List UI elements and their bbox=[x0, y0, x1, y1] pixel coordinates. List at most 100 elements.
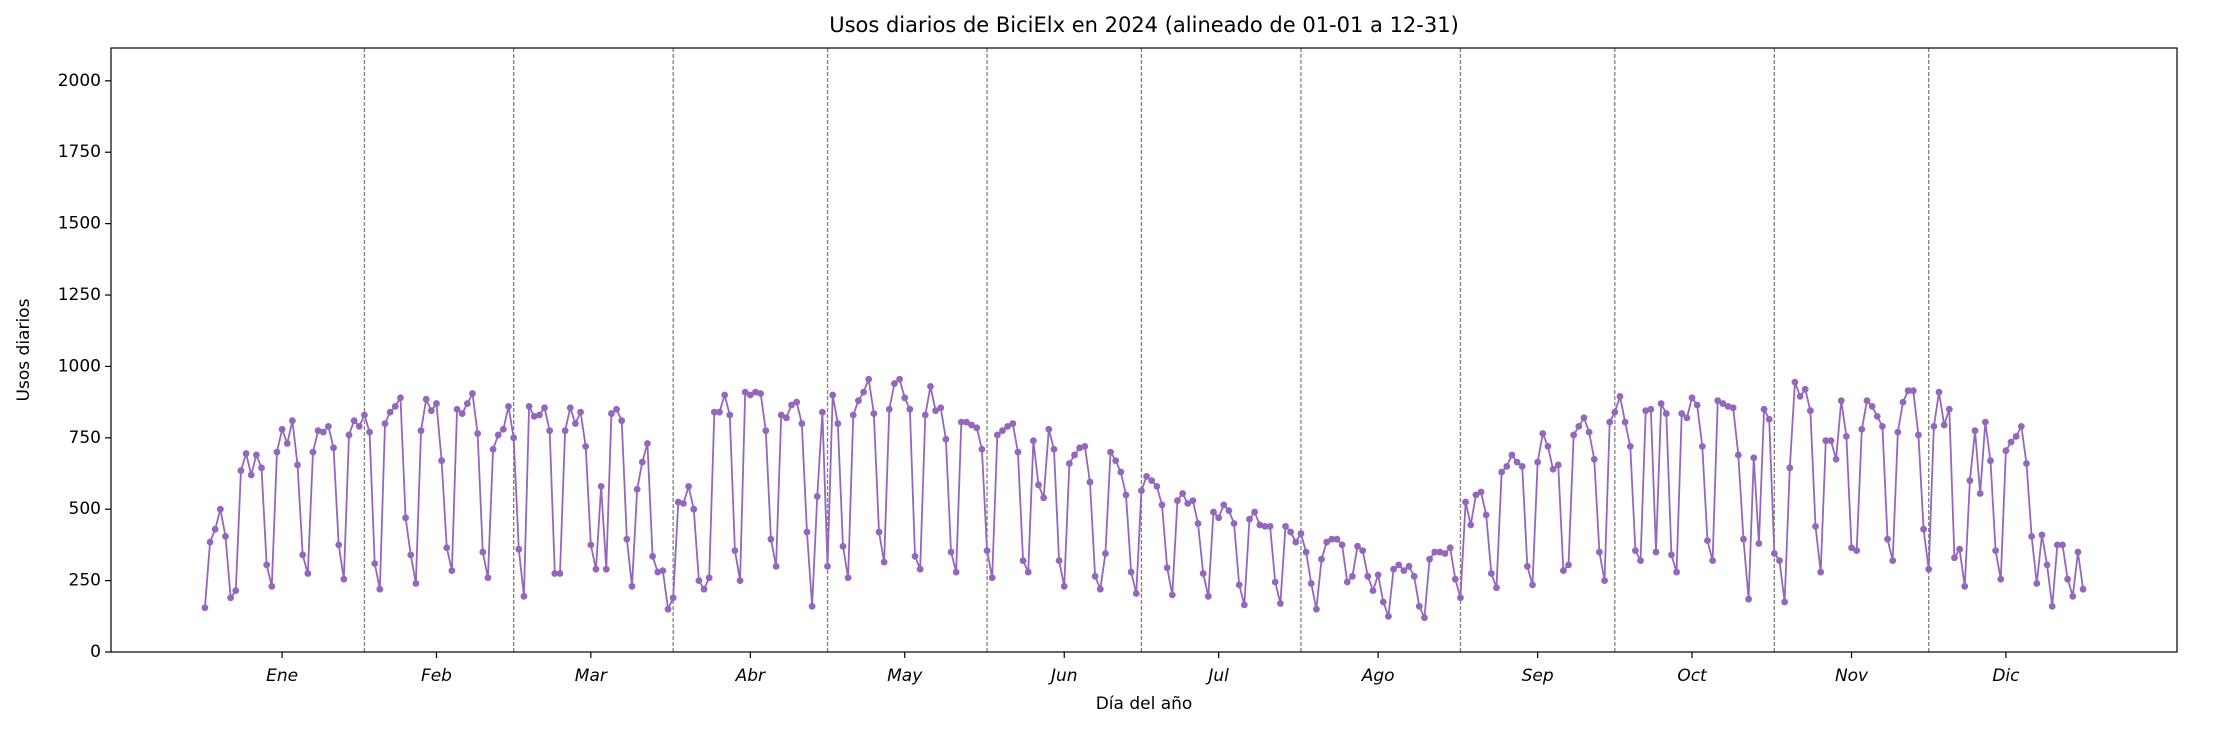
data-point bbox=[1842, 432, 1850, 440]
data-point bbox=[1333, 535, 1341, 543]
data-point bbox=[402, 514, 409, 522]
data-point bbox=[340, 575, 348, 583]
data-point bbox=[1457, 594, 1464, 602]
data-point bbox=[1863, 397, 1871, 405]
data-point bbox=[654, 568, 662, 576]
x-tick-label: Dic bbox=[1992, 666, 2020, 686]
data-point bbox=[1174, 497, 1181, 505]
data-point bbox=[649, 552, 656, 560]
data-point bbox=[556, 570, 564, 577]
x-tick-label: Jun bbox=[1048, 666, 1078, 686]
data-point bbox=[350, 417, 358, 425]
data-point bbox=[1096, 585, 1104, 593]
data-point bbox=[608, 410, 615, 417]
data-point bbox=[541, 404, 548, 412]
data-point bbox=[535, 411, 543, 419]
data-point bbox=[1709, 557, 1717, 565]
data-point bbox=[1817, 568, 1825, 576]
data-point bbox=[710, 408, 718, 416]
data-point bbox=[1642, 407, 1650, 415]
data-point bbox=[1446, 544, 1454, 552]
data-point bbox=[1992, 547, 2000, 555]
data-point bbox=[1837, 397, 1845, 405]
data-point bbox=[1122, 491, 1130, 499]
data-point bbox=[288, 417, 296, 425]
data-point bbox=[577, 408, 584, 416]
data-point bbox=[1770, 550, 1778, 557]
data-point bbox=[1693, 401, 1701, 409]
data-point bbox=[1729, 404, 1737, 412]
data-point bbox=[273, 448, 281, 456]
data-point bbox=[1981, 418, 1989, 426]
data-point bbox=[227, 594, 235, 602]
data-point bbox=[1529, 581, 1536, 589]
data-point bbox=[1801, 385, 1809, 393]
data-point bbox=[263, 561, 271, 569]
data-point bbox=[237, 467, 245, 475]
data-point bbox=[680, 500, 687, 507]
data-point bbox=[1256, 521, 1264, 529]
data-point bbox=[1632, 547, 1639, 555]
data-point bbox=[1292, 538, 1300, 546]
data-point bbox=[546, 427, 554, 435]
data-point bbox=[1868, 403, 1876, 410]
data-point bbox=[638, 458, 646, 466]
data-point bbox=[1559, 567, 1567, 575]
data-point bbox=[582, 442, 590, 450]
data-point bbox=[520, 592, 528, 600]
data-point bbox=[963, 418, 970, 426]
data-point bbox=[1081, 442, 1089, 450]
data-point bbox=[1899, 398, 1907, 406]
data-point bbox=[1343, 578, 1351, 586]
data-point bbox=[1385, 612, 1392, 620]
data-point bbox=[818, 408, 826, 416]
data-point bbox=[1719, 400, 1727, 407]
y-tick-label: 1250 bbox=[58, 285, 101, 305]
data-point bbox=[355, 422, 363, 430]
data-point bbox=[1724, 403, 1732, 410]
data-point bbox=[1359, 547, 1367, 555]
data-point bbox=[1668, 551, 1675, 559]
data-point bbox=[1791, 378, 1799, 386]
data-point bbox=[366, 428, 373, 436]
data-point bbox=[1029, 437, 1037, 445]
data-point bbox=[1662, 410, 1670, 417]
data-point bbox=[957, 418, 965, 426]
data-point bbox=[1590, 455, 1598, 463]
data-point bbox=[2059, 541, 2066, 549]
data-point bbox=[1261, 522, 1269, 530]
data-point bbox=[443, 544, 451, 552]
data-point bbox=[1498, 468, 1506, 476]
data-point bbox=[530, 412, 538, 420]
data-point bbox=[1040, 494, 1048, 502]
data-point bbox=[469, 390, 476, 397]
data-point bbox=[1621, 418, 1629, 426]
data-point bbox=[1024, 568, 1032, 576]
data-point bbox=[494, 431, 502, 439]
data-point bbox=[283, 440, 291, 447]
data-point bbox=[2023, 460, 2030, 467]
data-point bbox=[1168, 591, 1176, 599]
data-point bbox=[1276, 600, 1284, 607]
data-point bbox=[427, 407, 435, 415]
data-point bbox=[1570, 431, 1578, 439]
data-point bbox=[1400, 567, 1408, 575]
y-axis-label: Usos diarios bbox=[14, 298, 34, 401]
data-point bbox=[1251, 508, 1259, 516]
data-point bbox=[1487, 570, 1495, 577]
data-point bbox=[937, 404, 945, 412]
data-point bbox=[1282, 522, 1289, 530]
data-point bbox=[268, 582, 276, 590]
data-point bbox=[664, 605, 672, 613]
data-point bbox=[1853, 547, 1861, 555]
data-point bbox=[1755, 540, 1763, 547]
data-point bbox=[1652, 548, 1660, 556]
data-point bbox=[1482, 511, 1490, 519]
data-point bbox=[1806, 407, 1814, 415]
data-point bbox=[510, 434, 518, 442]
y-tick-label: 0 bbox=[90, 642, 101, 662]
data-point bbox=[782, 414, 790, 422]
data-point bbox=[968, 421, 976, 429]
data-point bbox=[247, 471, 255, 479]
data-point bbox=[1606, 418, 1614, 426]
